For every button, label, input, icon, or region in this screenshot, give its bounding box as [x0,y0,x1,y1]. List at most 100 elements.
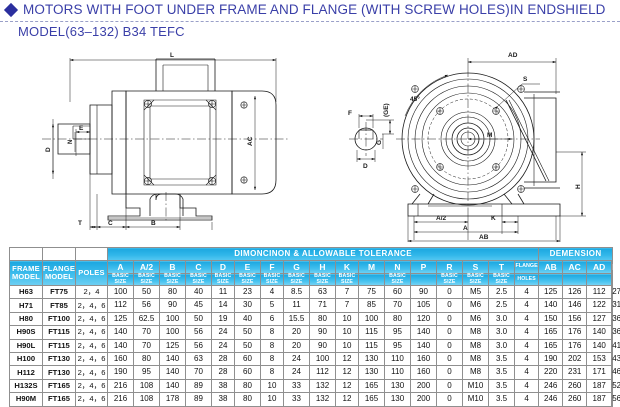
cell-value-h: 90 [309,338,336,353]
cell-value-g: 11 [283,298,310,313]
table-row: H90L FT115 2，4，6 140 70 125 56 24 50 8 20 90 10 115 95… [9,338,620,353]
hdr-basic-E-l1: BASIC [239,273,256,280]
cell-value-f: 4 [260,284,284,300]
cell-value-c: 89 [185,378,212,394]
cell-frame-model: H100 [9,351,43,367]
cell-value-b: 178 [159,392,186,407]
cell-value-b: 140 [159,378,186,394]
hdr-frame-model: FRAME MODEL [9,260,43,286]
cell-frame-model: H90S [9,325,43,340]
hdr-basic-F-l2: SIZE [266,278,278,285]
hdr-basic-R-l1: BASIC [441,273,458,280]
cell-value-flange: 4 [513,351,540,367]
hdr-basic-C: BASIC SIZE [185,273,212,286]
cell-value-ad: 187 [586,378,613,394]
hdr-letter-B: B [159,260,186,274]
hdr-basic-AD [586,273,613,286]
cell-value-t: 2.5 [488,284,515,300]
hdr-letter-A: A [107,260,134,274]
cell-value-n: 110 [384,365,411,380]
cell-value-f: 8 [260,365,284,380]
hdr-letter-A2: A/2 [133,260,160,274]
cell-value-g: 20 [283,325,310,340]
cell-flange-model: FT85 [42,298,76,313]
cell-poles: 2，4，6 [75,365,108,380]
hdr-basic-H: BASIC SIZE [309,273,336,286]
cell-value-p: 200 [410,392,437,407]
cell-value-a: 125 [107,311,134,327]
hdr-letter-K: K [335,260,359,274]
cell-value-s: M6 [462,311,489,327]
hdr-letter-AD: AD [586,260,613,274]
dim-label-L: L [170,52,174,59]
hdr-basic-N-l1: BASIC [389,273,406,280]
cell-value-a-2: 70 [133,338,160,353]
cell-poles: 2，4，6 [75,325,108,340]
hdr-basic-S-l2: SIZE [469,278,482,285]
cell-value-r: 0 [436,365,463,380]
cell-value-ac: 260 [562,392,588,407]
cell-value-flange: 4 [513,378,540,394]
cell-value-ab: 165 [538,338,564,353]
hdr-letter-D: D [211,260,235,274]
cell-value-p: 160 [410,351,437,367]
cell-value-n: 70 [384,298,411,313]
hdr-frame-model-l2: MODEL [11,272,41,281]
hdr-basic-N-l2: SIZE [391,278,404,285]
hdr-basic-C-l1: BASIC [190,273,207,280]
cell-value-s: M10 [462,392,489,407]
cell-value-h: 90 [309,325,336,340]
cell-value-ad: 171 [586,365,613,380]
cell-value-g: 33 [283,392,310,407]
cell-value-e: 60 [234,351,261,367]
table-row: H71 FT85 2，4，6 112 56 90 45 14 30 5 11 71 7 85 70 105 0 M… [9,298,620,313]
dim-label-A: A [463,225,468,232]
hdr-poles: POLES [75,260,108,286]
hdr-letter-N: N [384,260,411,274]
cell-value-b: 90 [159,298,186,313]
cell-flange-model: FT100 [42,311,76,327]
cell-value-ad: 122 [586,298,613,313]
hdr-flange-model-l2: MODEL [44,272,74,281]
cell-value-flange: 4 [513,298,540,313]
cell-value-f: 8 [260,338,284,353]
cell-value-a: 140 [107,338,134,353]
specification-table-container: DIMONCINON & ALLOWABLE TOLERANCE DEMENSI… [9,247,620,407]
cell-value-ad: 127 [586,311,613,327]
cell-value-m: 115 [358,338,385,353]
hdr-basic-F-l1: BASIC [263,273,281,280]
dim-label-D2: D [363,163,368,170]
cell-value-l: 311 [611,298,620,313]
cell-value-ad: 140 [586,338,613,353]
cell-value-ad: 153 [586,351,613,367]
dim-label-H: H [575,184,582,189]
hdr-spacer-3 [75,247,108,261]
cell-flange-model: FT165 [42,378,76,394]
cell-frame-model: H80 [9,311,43,327]
table-header-letter-row: FRAME MODEL FLANGE MODEL POLES A A/2 B C… [9,260,617,286]
page-title: MOTORS WITH FOOT UNDER FRAME AND FLANGE … [23,2,606,17]
hdr-basic-AB [538,273,564,286]
cell-value-p: 90 [410,284,437,300]
cell-value-m: 85 [358,298,385,313]
cell-value-h: 80 [309,311,336,327]
cell-value-e: 50 [234,325,261,340]
cell-value-flange: 4 [513,338,540,353]
cell-value-c: 56 [185,325,212,340]
hdr-basic-A2: BASIC SIZE [133,273,160,286]
cell-value-t: 3.5 [488,365,515,380]
cell-value-g: 33 [283,378,310,394]
cell-value-e: 23 [234,284,261,300]
cell-value-s: M8 [462,325,489,340]
cell-value-h: 63 [309,284,336,300]
cell-value-a-2: 108 [133,378,160,394]
cell-value-f: 6 [260,311,284,327]
cell-value-c: 70 [185,365,212,380]
cell-value-h: 71 [309,298,336,313]
cell-value-d: 24 [211,338,235,353]
cell-value-ad: 112 [586,284,613,300]
hdr-flange-model-l1: FLANGE [43,264,76,274]
cell-value-b: 100 [159,311,186,327]
cell-flange-model: FT165 [42,392,76,407]
cell-value-ab: 140 [538,298,564,313]
